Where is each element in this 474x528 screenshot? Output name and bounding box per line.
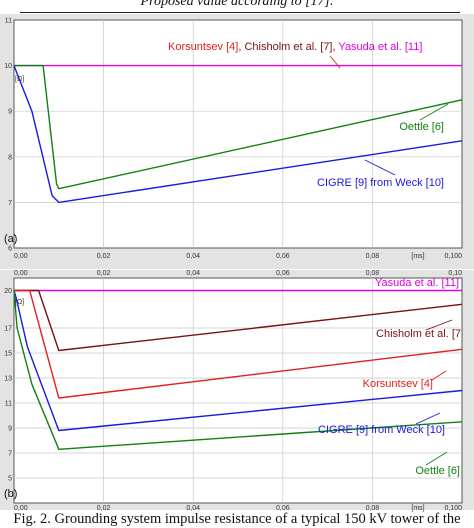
y-tick-label: 7: [8, 451, 12, 458]
x-top-tick-label: 0,04: [186, 270, 200, 277]
annotation-part: Oettle [6]: [415, 465, 460, 477]
annotation-leader-line: [431, 370, 447, 381]
annotation-leader-line: [415, 412, 441, 425]
x-tick-label: 0,04: [186, 505, 200, 512]
x-top-tick-label: 0,06: [276, 270, 290, 277]
annotation-leader-line: [329, 55, 341, 69]
x-top-tick-label: 0,02: [97, 270, 111, 277]
y-tick-label: 20: [4, 288, 12, 295]
plot-area: [13, 19, 463, 249]
series-annotation: Oettle [6]: [399, 121, 444, 133]
series-line-cigre-9-from-weck-10: [13, 290, 463, 432]
series-annotation: Korsuntsev [4]: [363, 378, 433, 390]
series-annotation: Oettle [6]: [415, 465, 460, 477]
x-tick-label: 0,06: [276, 253, 290, 260]
plot-area: [13, 277, 463, 504]
annotation-part: CIGRE [9] from Weck [10]: [318, 424, 445, 436]
y-axis-unit: [Ω]: [15, 299, 24, 306]
y-tick-label: 13: [4, 376, 12, 383]
series-line-korsuntsev-4: [14, 289, 463, 399]
y-tick-label: 15: [4, 351, 12, 358]
x-tick-label: 0,00: [14, 505, 28, 512]
annotation-part: CIGRE [9] from Weck [10]: [317, 177, 444, 189]
annotation-part: Chisholm et al. [7]: [244, 41, 332, 53]
annotation-part: ,: [238, 41, 244, 53]
annotation-part: Yasuda et al. [11]: [375, 277, 459, 289]
series-annotation: Korsuntsev [4], Chisholm et al. [7], Yas…: [168, 41, 422, 53]
panel-label: (b): [4, 488, 17, 500]
x-tick-label: 0,06: [276, 505, 290, 512]
annotation-part: Oettle [6]: [399, 121, 444, 133]
x-tick-label: 0,00: [14, 253, 28, 260]
annotation-part: ,: [333, 41, 339, 53]
y-tick-label: 9: [8, 426, 12, 433]
chart-panel-a: 0,00 0,02 0,04 0,06 0,08 0,10067891011[Ω][ms]…: [0, 14, 474, 269]
panel-label: (a): [4, 233, 17, 245]
series-annotation: CIGRE [9] from Weck [10]: [318, 424, 445, 436]
x-axis-unit: [ms]: [411, 253, 424, 260]
annotation-leader-line: [425, 451, 448, 466]
x-tick-label: 0,04: [186, 253, 200, 260]
series-line-oettle-6: [13, 290, 463, 450]
y-tick-label: 17: [4, 326, 12, 333]
y-tick-label: 6: [8, 246, 12, 253]
x-tick-label: 0,100: [444, 253, 462, 260]
x-axis-unit: [ms]: [411, 505, 424, 512]
figure-caption: Fig. 2. Grounding system impulse resista…: [13, 511, 461, 527]
series-annotation: Yasuda et al. [11]: [375, 277, 459, 289]
header-fragment: Proposed value according to [17].: [140, 0, 334, 9]
x-top-tick-label: 0,00: [14, 270, 28, 277]
annotation-part: Chisholm et al. [7: [376, 328, 461, 340]
series-line-oettle-6: [14, 64, 463, 190]
annotation-leader-line: [364, 159, 396, 176]
annotation-part: Korsuntsev [4]: [168, 41, 238, 53]
series-annotation: CIGRE [9] from Weck [10]: [317, 177, 444, 189]
annotation-leader-line: [419, 103, 449, 121]
series-line-cigre-9-from-weck-10: [13, 65, 463, 204]
header-rule: [20, 12, 460, 13]
x-tick-label: 0,08: [366, 253, 380, 260]
x-tick-label: 0,08: [366, 505, 380, 512]
y-tick-label: 11: [5, 18, 12, 25]
y-tick-label: 9: [8, 109, 12, 116]
y-tick-label: 7: [8, 200, 12, 207]
x-top-tick-label: 0,08: [366, 270, 380, 277]
chart-panel-b: 0,00 0,02 0,04 0,06 0,08 0,100 0,00 0,02 0,04 0,0…: [0, 270, 474, 512]
x-top-tick-label: 0,10: [448, 270, 462, 277]
y-tick-label: 11: [5, 401, 12, 408]
x-tick-label: 0,02: [97, 253, 111, 260]
annotation-leader-line: [425, 319, 453, 331]
y-tick-label: 5: [8, 476, 12, 483]
y-tick-label: 8: [8, 154, 12, 161]
x-tick-label: 0,100: [444, 505, 462, 512]
annotation-part: Yasuda et al. [11]: [338, 41, 422, 53]
annotation-part: Korsuntsev [4]: [363, 378, 433, 390]
y-tick-label: 10: [4, 63, 12, 70]
x-tick-label: 0,02: [97, 505, 111, 512]
series-annotation: Chisholm et al. [7: [376, 328, 461, 340]
